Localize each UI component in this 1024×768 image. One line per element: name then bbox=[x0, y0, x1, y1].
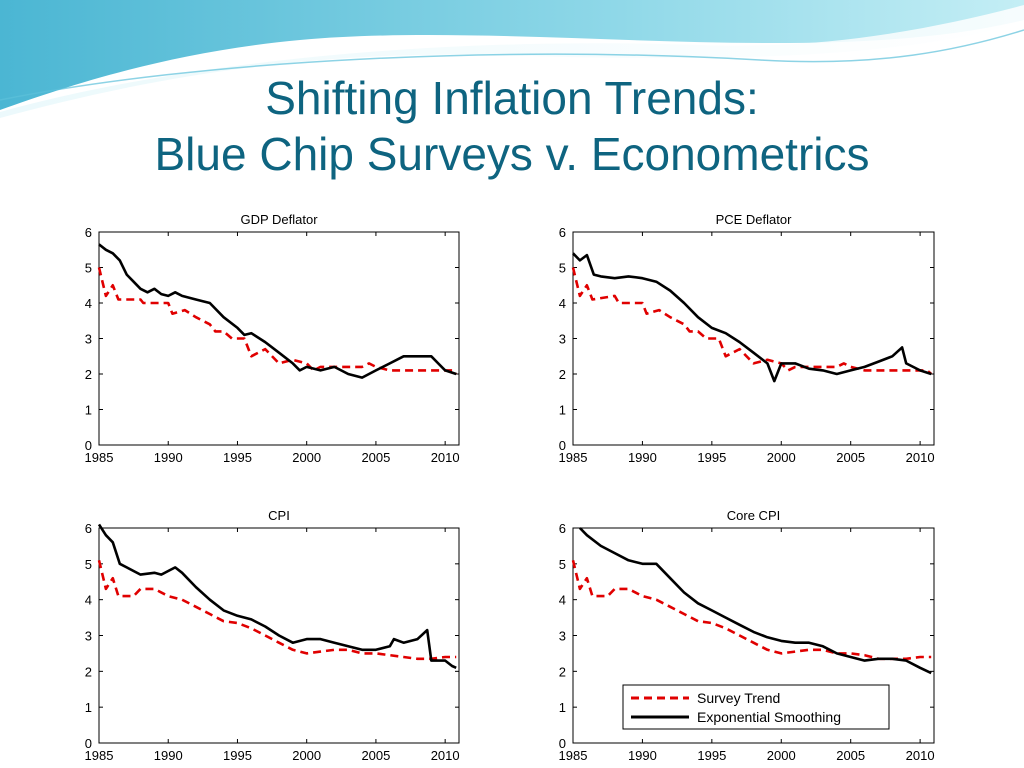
y-tick-label: 1 bbox=[85, 700, 92, 715]
x-tick-label: 2010 bbox=[906, 450, 935, 465]
exponential-smoothing-line bbox=[98, 243, 457, 379]
slide-title-line1: Shifting Inflation Trends: bbox=[265, 72, 759, 124]
chart-title: PCE Deflator bbox=[716, 212, 793, 227]
legend-survey-label: Survey Trend bbox=[697, 690, 780, 706]
exponential-smoothing-line bbox=[97, 523, 457, 669]
y-tick-label: 2 bbox=[85, 664, 92, 679]
x-tick-label: 2010 bbox=[431, 450, 460, 465]
y-tick-label: 6 bbox=[85, 225, 92, 240]
chart-panel-2: PCE Deflator 0 1 2 3 4 5 6 1985 1990 1995 2000 2005 2… bbox=[559, 212, 935, 465]
header-wave-banner bbox=[0, 0, 1024, 118]
x-tick-label: 2010 bbox=[431, 748, 460, 763]
y-tick-label: 1 bbox=[559, 403, 566, 418]
y-tick-label: 2 bbox=[559, 367, 566, 382]
x-tick-label: 1995 bbox=[223, 450, 252, 465]
y-tick-label: 4 bbox=[559, 593, 566, 608]
y-tick-label: 0 bbox=[85, 736, 92, 751]
survey-trend-line bbox=[97, 267, 458, 375]
survey-trend-line bbox=[97, 559, 457, 661]
x-tick-label: 2000 bbox=[767, 748, 796, 763]
x-tick-label: 2000 bbox=[767, 450, 796, 465]
y-tick-label: 3 bbox=[85, 332, 92, 347]
x-tick-label: 2005 bbox=[361, 450, 390, 465]
chart-legend: Survey Trend Exponential Smoothing bbox=[622, 684, 890, 730]
survey-trend-line bbox=[571, 267, 933, 375]
y-tick-label: 3 bbox=[559, 629, 566, 644]
y-tick-label: 5 bbox=[85, 261, 92, 276]
x-tick-label: 2005 bbox=[836, 450, 865, 465]
chart-title: Core CPI bbox=[727, 508, 780, 523]
exponential-smoothing-line bbox=[578, 527, 932, 675]
plot-area bbox=[98, 231, 460, 446]
chart-panel-3: CPI 0 1 2 3 4 5 6 1985 1990 1995 2000 2005 2010 bbox=[85, 508, 460, 763]
y-tick-label: 3 bbox=[559, 332, 566, 347]
legend-box bbox=[622, 684, 890, 730]
y-tick-label: 0 bbox=[85, 438, 92, 453]
chart-title: CPI bbox=[268, 508, 290, 523]
x-tick-label: 1995 bbox=[697, 748, 726, 763]
chart-title: GDP Deflator bbox=[240, 212, 318, 227]
y-tick-label: 2 bbox=[85, 367, 92, 382]
x-tick-label: 1990 bbox=[628, 450, 657, 465]
x-tick-label: 1985 bbox=[559, 748, 588, 763]
x-tick-label: 1990 bbox=[154, 450, 183, 465]
y-tick-label: 3 bbox=[85, 629, 92, 644]
x-tick-label: 2010 bbox=[906, 748, 935, 763]
y-tick-label: 6 bbox=[559, 521, 566, 536]
survey-trend-line bbox=[571, 559, 932, 661]
plot-area bbox=[572, 231, 935, 446]
x-tick-label: 2005 bbox=[836, 748, 865, 763]
legend-smoothing-label: Exponential Smoothing bbox=[697, 709, 841, 725]
y-tick-label: 5 bbox=[559, 261, 566, 276]
chart-panel-1: GDP Deflator 0 1 2 3 4 5 6 1985 1990 1995 2000 2005 2… bbox=[85, 212, 460, 465]
x-tick-label: 1985 bbox=[559, 450, 588, 465]
y-tick-label: 1 bbox=[85, 403, 92, 418]
exponential-smoothing-line bbox=[572, 252, 932, 383]
y-tick-label: 6 bbox=[85, 521, 92, 536]
x-tick-label: 1990 bbox=[628, 748, 657, 763]
x-tick-label: 1985 bbox=[85, 748, 114, 763]
y-tick-label: 5 bbox=[559, 557, 566, 572]
y-tick-label: 5 bbox=[85, 557, 92, 572]
y-tick-label: 1 bbox=[559, 700, 566, 715]
y-tick-label: 0 bbox=[559, 736, 566, 751]
slide-title: Shifting Inflation Trends: Blue Chip Sur… bbox=[0, 70, 1024, 182]
y-tick-label: 2 bbox=[559, 664, 566, 679]
x-tick-label: 1995 bbox=[223, 748, 252, 763]
x-tick-label: 1995 bbox=[697, 450, 726, 465]
x-tick-label: 1985 bbox=[85, 450, 114, 465]
y-tick-label: 0 bbox=[559, 438, 566, 453]
y-tick-label: 4 bbox=[559, 296, 566, 311]
x-tick-label: 2000 bbox=[292, 450, 321, 465]
x-tick-label: 2000 bbox=[292, 748, 321, 763]
figure-panel: GDP Deflator 0 1 2 3 4 5 6 1985 1990 1995 2000 2005 2… bbox=[44, 205, 976, 763]
x-tick-label: 2005 bbox=[361, 748, 390, 763]
slide-title-line2: Blue Chip Surveys v. Econometrics bbox=[154, 128, 870, 180]
y-tick-label: 4 bbox=[85, 593, 92, 608]
y-tick-label: 6 bbox=[559, 225, 566, 240]
y-tick-label: 4 bbox=[85, 296, 92, 311]
x-tick-label: 1990 bbox=[154, 748, 183, 763]
